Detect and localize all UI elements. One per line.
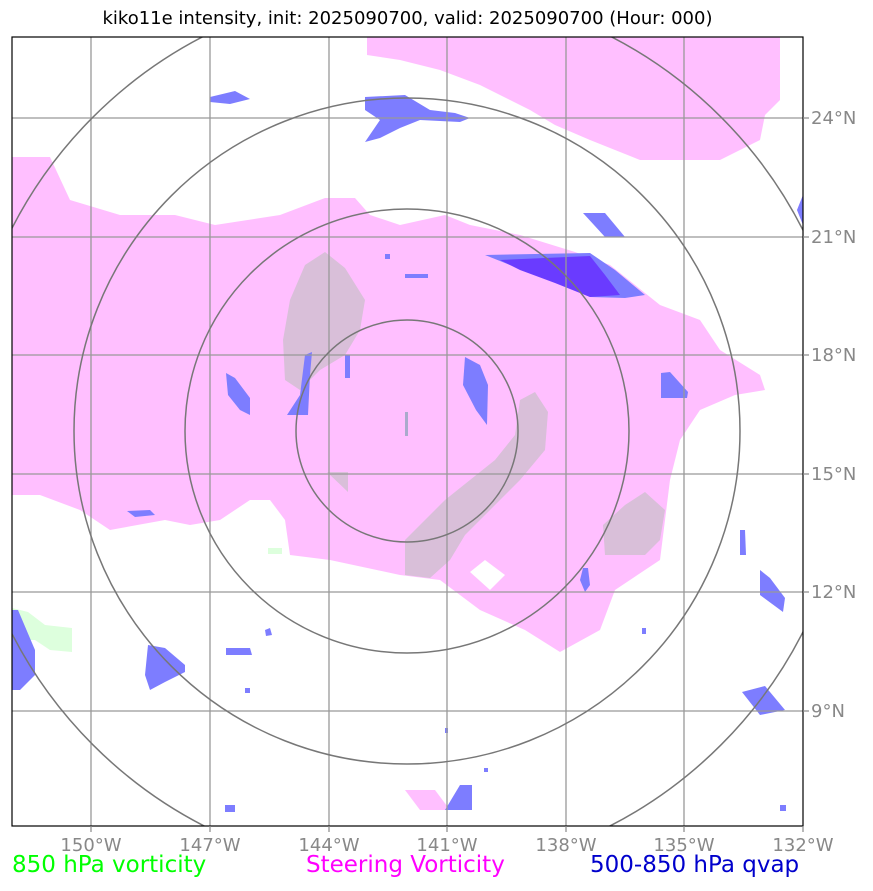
- map-frame: [11, 36, 804, 827]
- map-title: kiko11e intensity, init: 2025090700, val…: [102, 8, 713, 29]
- vorticity-850-field: [12, 548, 282, 652]
- lon-label: 150°W: [60, 835, 121, 856]
- legend-steering-vorticity: Steering Vorticity: [306, 852, 505, 878]
- longitude-labels: 150°W 147°W 144°W 141°W 138°W 135°W 132°…: [60, 835, 833, 856]
- lat-label: 15°N: [811, 464, 856, 485]
- lat-label: 9°N: [811, 701, 845, 722]
- lon-label: 147°W: [179, 835, 240, 856]
- latitude-labels: 24°N 21°N 18°N 15°N 12°N 9°N: [811, 108, 856, 722]
- lon-label: 141°W: [416, 835, 477, 856]
- storm-center-marker: [405, 412, 408, 436]
- tick-marks: [90, 117, 809, 832]
- lon-label: 132°W: [772, 835, 833, 856]
- steering-vorticity-north: [367, 37, 780, 160]
- lon-label: 135°W: [653, 835, 714, 856]
- steering-vorticity-south: [405, 790, 450, 810]
- range-rings: [12, 37, 803, 826]
- lat-label: 18°N: [811, 345, 856, 366]
- lon-label: 138°W: [535, 835, 596, 856]
- lat-label: 12°N: [811, 582, 856, 603]
- legend-qvap: 500-850 hPa qvap: [590, 852, 800, 878]
- steering-vorticity-main: [12, 157, 765, 652]
- graticule: [12, 37, 803, 826]
- steering-vorticity-hole: [470, 560, 505, 590]
- lat-label: 24°N: [811, 108, 856, 129]
- lon-label: 144°W: [298, 835, 359, 856]
- legend-850-vorticity: 850 hPa vorticity: [12, 852, 207, 878]
- lat-label: 21°N: [811, 227, 856, 248]
